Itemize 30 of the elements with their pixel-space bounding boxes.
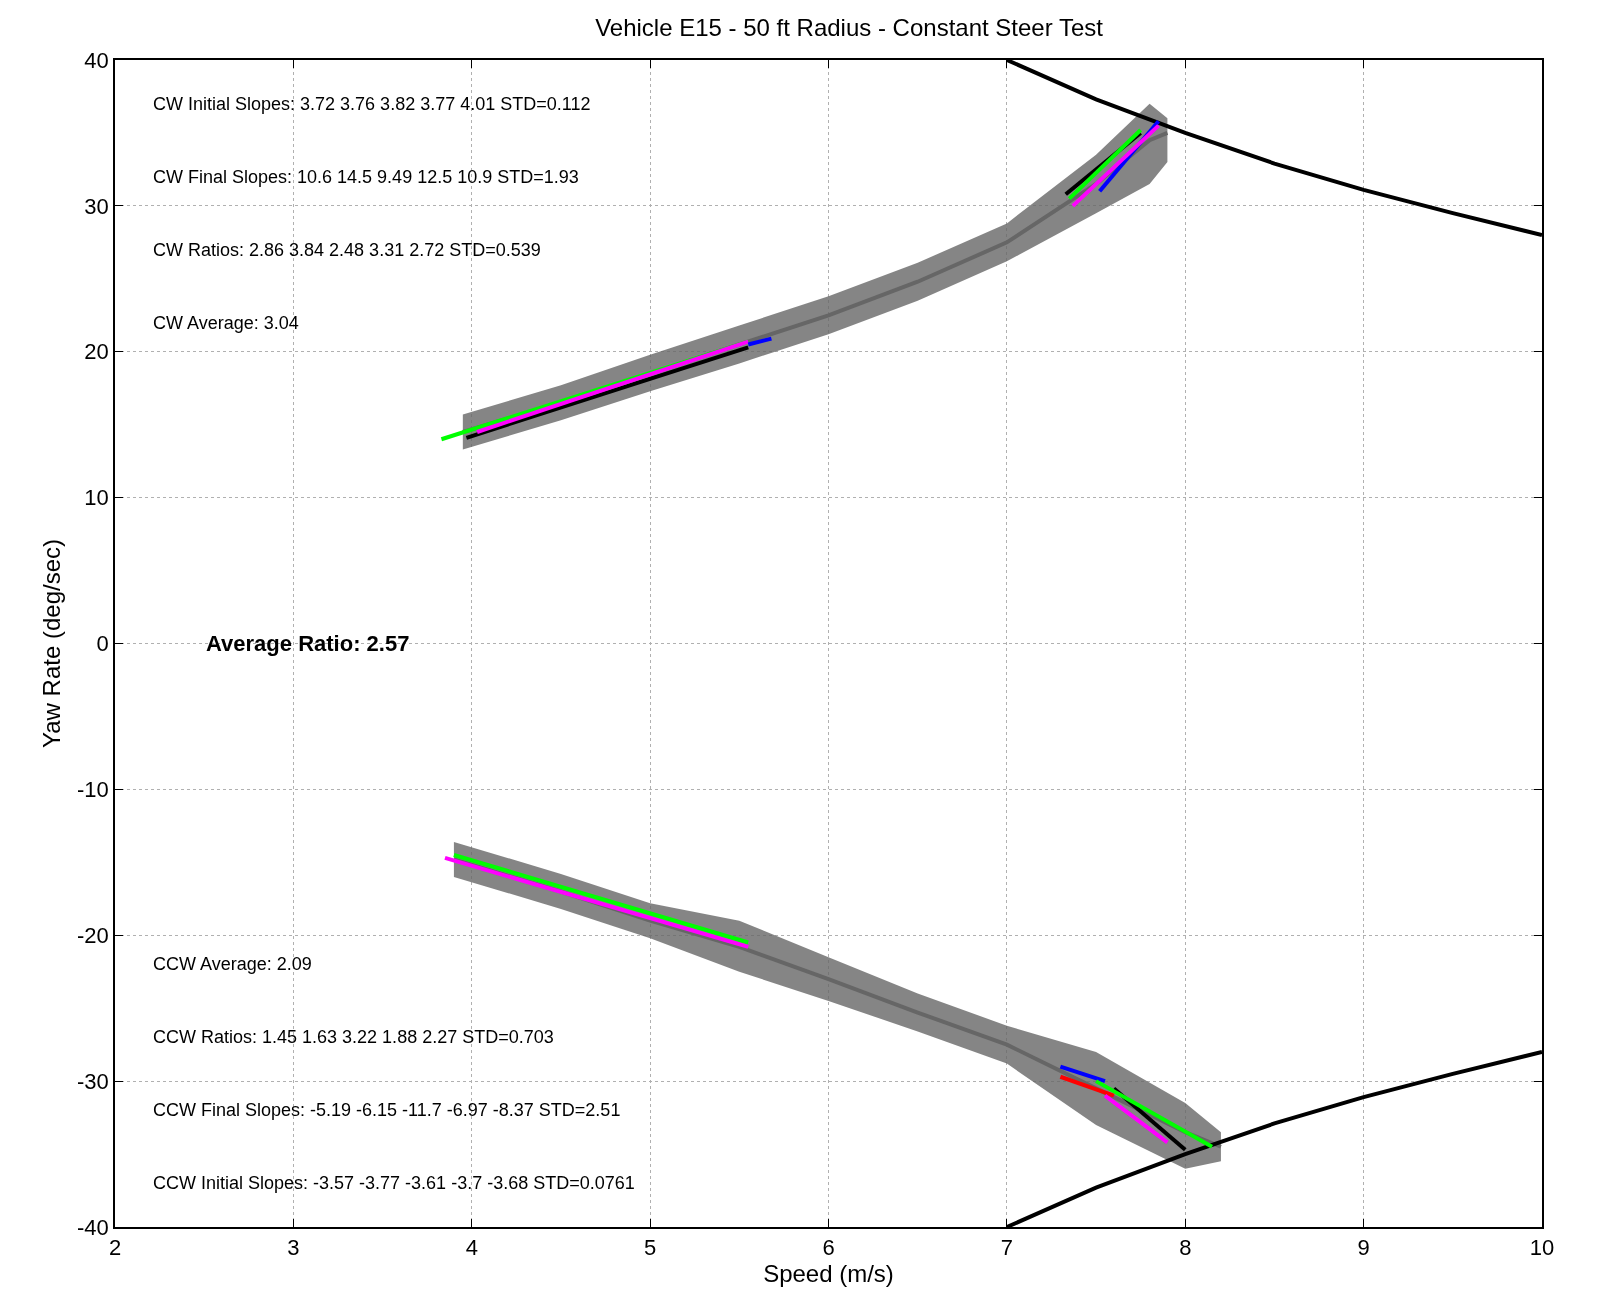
annotation: CW Initial Slopes: 3.72 3.76 3.82 3.77 4.01 STD=0.112 (153, 94, 591, 114)
y-tick-label: 30 (84, 193, 109, 219)
x-tick-label: 10 (1529, 1235, 1555, 1261)
x-tick-label: 3 (287, 1235, 300, 1261)
annotation: CW Final Slopes: 10.6 14.5 9.49 12.5 10.9 STD=1.93 (153, 167, 579, 187)
y-axis-title: Yaw Rate (deg/sec) (37, 539, 65, 748)
x-tick-label: 9 (1357, 1235, 1370, 1261)
x-tick-label: 6 (822, 1235, 835, 1261)
y-tick-label: -10 (77, 777, 109, 803)
y-tick-label: -20 (77, 922, 109, 948)
x-tick-label: 5 (644, 1235, 657, 1261)
annotation: CCW Ratios: 1.45 1.63 3.22 1.88 2.27 STD=0.703 (153, 1027, 554, 1047)
annotation: CCW Average: 2.09 (153, 954, 312, 974)
y-tick-label: -40 (77, 1214, 109, 1240)
y-tick-label: 10 (84, 485, 109, 511)
annotation: CW Average: 3.04 (153, 313, 299, 333)
annotation: CCW Initial Slopes: -3.57 -3.77 -3.61 -3.7 -3.68 STD=0.0761 (153, 1173, 635, 1193)
x-tick-label: 4 (465, 1235, 478, 1261)
y-tick-label: 40 (84, 47, 109, 73)
y-tick-label: 20 (84, 339, 109, 365)
x-tick-label: 2 (108, 1235, 122, 1261)
x-tick-label: 7 (1000, 1235, 1014, 1261)
chart-title: Vehicle E15 - 50 ft Radius - Constant Steer Test (595, 14, 1104, 42)
y-tick-label: 0 (96, 631, 109, 657)
y-tick-label: -30 (77, 1068, 109, 1094)
annotation: Average Ratio: 2.57 (206, 631, 410, 656)
x-tick-label: 8 (1179, 1235, 1192, 1261)
annotation: CCW Final Slopes: -5.19 -6.15 -11.7 -6.97 -8.37 STD=2.51 (153, 1100, 621, 1120)
annotation: CW Ratios: 2.86 3.84 2.48 3.31 2.72 STD=0.539 (153, 240, 541, 260)
x-axis-title: Speed (m/s) (763, 1260, 894, 1288)
